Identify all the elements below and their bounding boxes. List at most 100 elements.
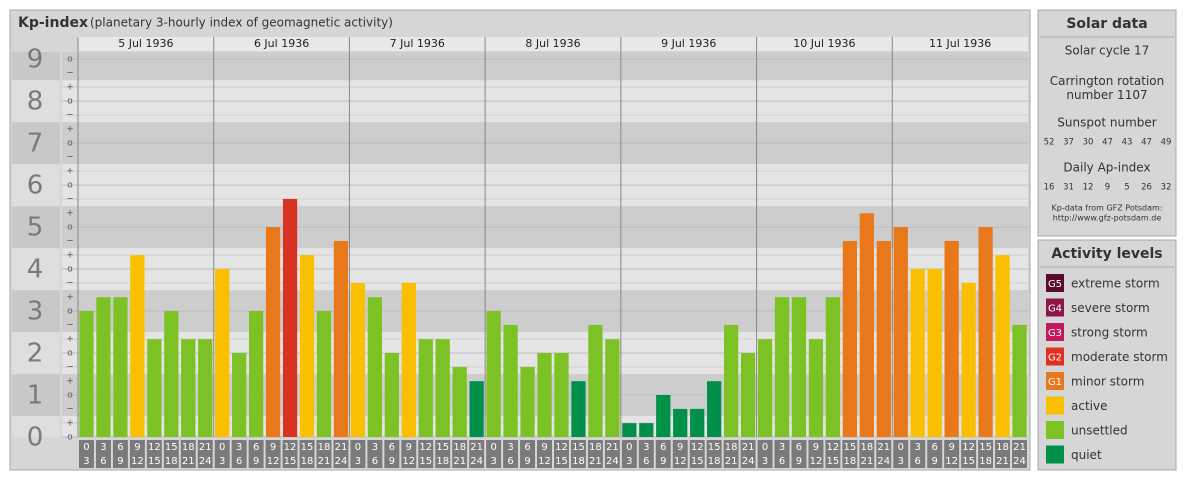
hour-to: 24 [606, 456, 619, 467]
y-subtick-label: − [66, 363, 74, 373]
level-swatch [1046, 347, 1064, 366]
hour-to: 12 [674, 456, 687, 467]
hour-from: 12 [284, 442, 297, 453]
hour-from: 3 [915, 442, 921, 453]
hour-from: 12 [148, 442, 161, 453]
hour-cell [180, 440, 196, 468]
day-label: 8 Jul 1936 [525, 37, 580, 50]
hour-from: 3 [100, 442, 106, 453]
bar [656, 395, 671, 437]
hour-from: 12 [555, 442, 568, 453]
hour-to: 6 [507, 456, 513, 467]
y-tick-label: 9 [27, 45, 44, 75]
hour-cell [859, 440, 875, 468]
level-swatch [1046, 298, 1064, 317]
hour-from: 15 [436, 442, 449, 453]
level-label: minor storm [1071, 375, 1144, 389]
bar [876, 240, 891, 437]
y-subtick-label: − [66, 153, 74, 163]
hour-cell [418, 440, 434, 468]
hour-from: 0 [83, 442, 89, 453]
y-tick-label: 8 [27, 87, 44, 117]
y-subtick-label: o [67, 307, 73, 317]
hour-from: 6 [796, 442, 802, 453]
hour-cell [604, 440, 620, 468]
hour-cell [893, 440, 909, 468]
bar [316, 311, 332, 437]
hour-from: 9 [813, 442, 819, 453]
hour-to: 18 [708, 456, 721, 467]
day-header [213, 37, 350, 51]
hour-cell [876, 440, 892, 468]
hour-to: 12 [945, 456, 958, 467]
hour-from: 6 [660, 442, 666, 453]
hour-from: 21 [606, 442, 619, 453]
hour-cell [791, 440, 807, 468]
source: Kp-data from GFZ Potsdam: [1052, 204, 1163, 213]
level-label: strong storm [1071, 326, 1148, 340]
hour-to: 24 [335, 456, 348, 467]
level-swatch [1046, 396, 1064, 415]
bar [435, 339, 450, 437]
hour-from: 12 [827, 442, 840, 453]
hour-to: 12 [810, 456, 823, 467]
day-header [485, 37, 621, 51]
hour-from: 6 [253, 442, 259, 453]
hour-cell [435, 440, 451, 468]
hour-cell [638, 440, 654, 468]
hour-to: 24 [1013, 456, 1026, 467]
hour-to: 9 [932, 456, 938, 467]
hour-cell [689, 440, 705, 468]
bar [232, 353, 247, 437]
hour-from: 15 [572, 442, 585, 453]
hour-cell [520, 440, 536, 468]
hour-to: 3 [898, 456, 904, 467]
hour-cell [129, 440, 145, 468]
level-badge: G5 [1048, 279, 1062, 290]
bar [774, 297, 790, 437]
band [62, 52, 1028, 81]
hour-cell [961, 440, 977, 468]
hour-from: 21 [1013, 442, 1026, 453]
y-tick-label: 5 [27, 213, 44, 243]
hour-cell [367, 440, 383, 468]
bar [96, 297, 111, 437]
hour-to: 6 [915, 456, 921, 467]
hour-cell [146, 440, 162, 468]
y-subtick-label: − [66, 279, 74, 289]
sunspot-value: 47 [1141, 138, 1152, 148]
bar [995, 255, 1010, 437]
bar [588, 324, 603, 437]
hour-to: 15 [148, 456, 161, 467]
day-header [349, 37, 486, 51]
bar [181, 339, 196, 437]
bar [452, 366, 467, 437]
source-url: http://www.gfz-potsdam.de [1053, 214, 1162, 223]
y-subtick-label: − [66, 111, 74, 121]
bar [707, 381, 722, 437]
hour-from: 6 [389, 442, 395, 453]
hour-to: 12 [267, 456, 280, 467]
level-label: unsettled [1071, 424, 1128, 438]
ap-value: 31 [1063, 183, 1074, 193]
hour-cell [333, 440, 349, 468]
hour-from: 3 [779, 442, 785, 453]
hour-from: 3 [236, 442, 242, 453]
hour-cell [910, 440, 926, 468]
hour-from: 21 [877, 442, 890, 453]
hour-cell [587, 440, 603, 468]
hour-from: 18 [860, 442, 873, 453]
hour-from: 9 [406, 442, 412, 453]
hour-to: 9 [253, 456, 259, 467]
hour-cell [79, 440, 94, 468]
sunspot-value: 47 [1102, 138, 1113, 148]
hour-cell [401, 440, 417, 468]
bar [147, 339, 162, 437]
y-subtick-label: o [67, 433, 73, 443]
hour-from: 9 [948, 442, 954, 453]
hour-cell [570, 440, 586, 468]
hour-cell [163, 440, 179, 468]
hour-cell [808, 440, 824, 468]
hour-cell [469, 440, 485, 468]
y-tick-label: 1 [27, 381, 44, 411]
